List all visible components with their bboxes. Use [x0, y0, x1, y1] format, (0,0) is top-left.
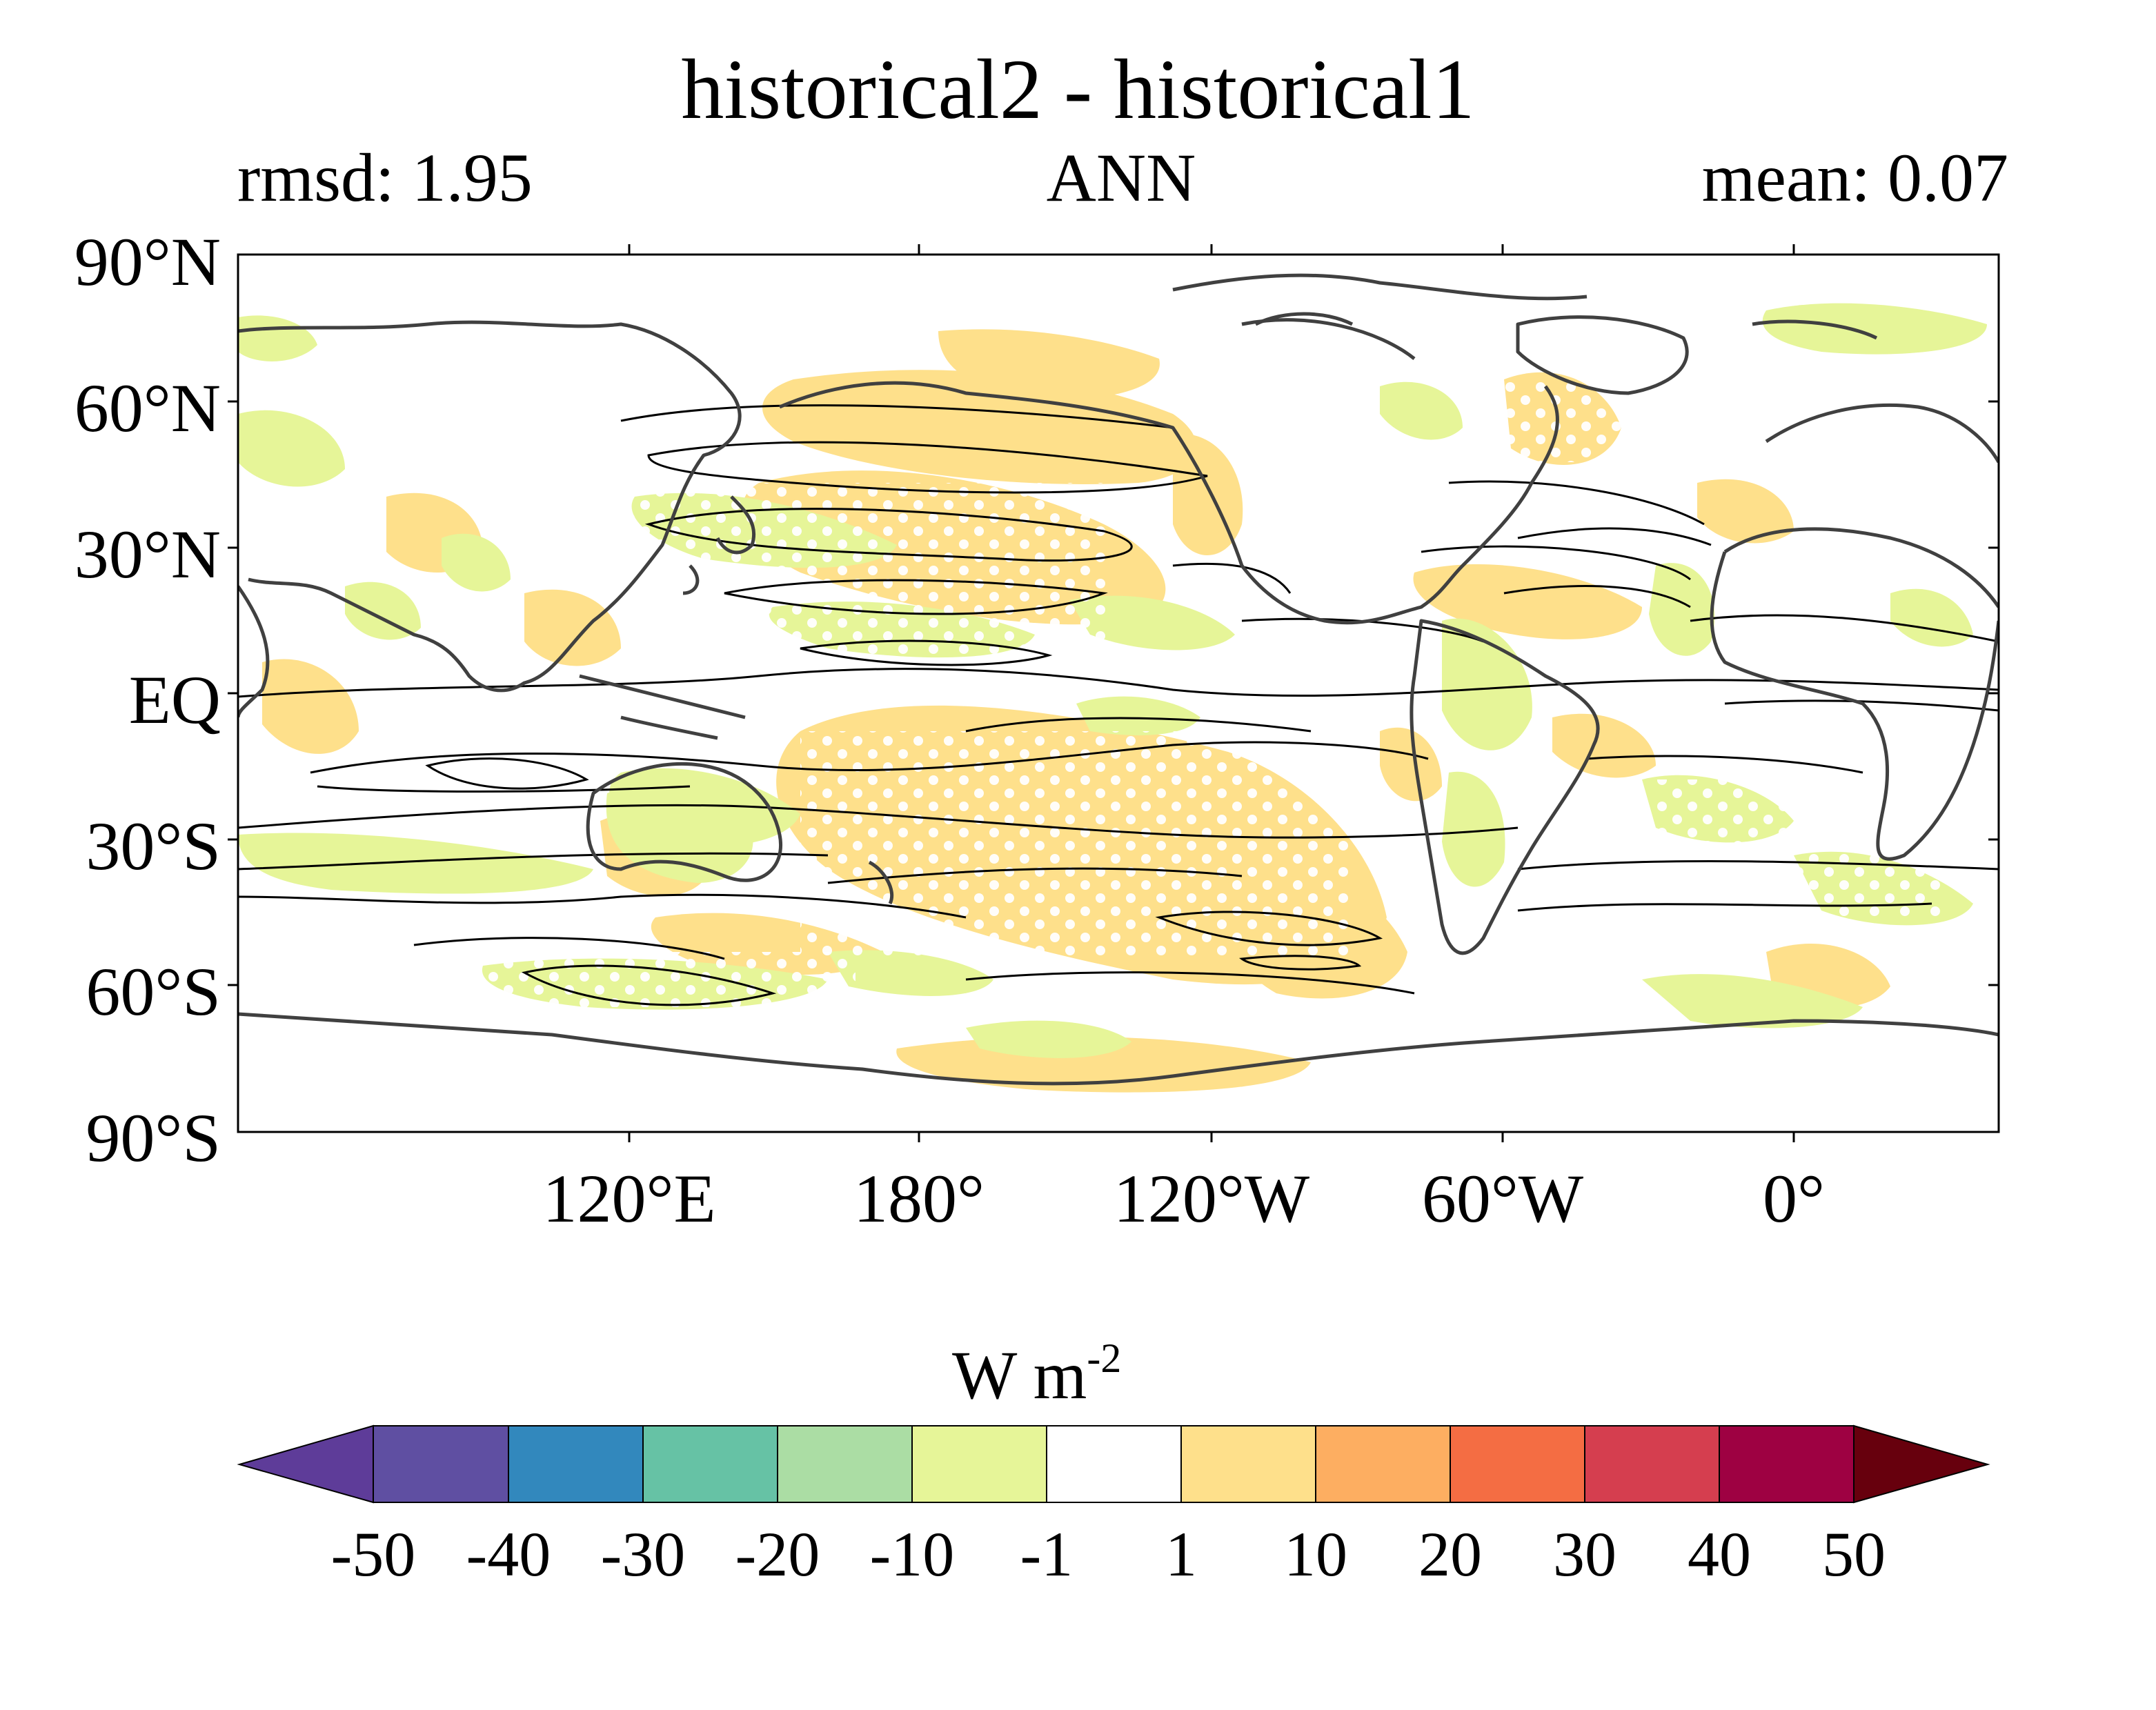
colorbar-tick: -1 — [1020, 1519, 1074, 1589]
units-main: W m — [952, 1337, 1087, 1413]
units-exponent: -2 — [1087, 1335, 1122, 1381]
colorbar-tick: 20 — [1418, 1519, 1482, 1589]
axis-ticks — [228, 244, 1999, 1142]
colorbar-tick: 10 — [1284, 1519, 1347, 1589]
lat-label-90n: 90°N — [74, 223, 221, 300]
lon-label-120w: 120°W — [1113, 1160, 1310, 1237]
colorbar-tick: -50 — [330, 1519, 416, 1589]
lat-label-60s: 60°S — [86, 953, 221, 1030]
stipple-southern-ocean — [483, 952, 856, 1007]
plot-title: historical2 - historical1 — [681, 42, 1475, 137]
lat-label-30s: 30°S — [86, 808, 221, 884]
colorbar-bin — [1719, 1425, 1855, 1503]
colorbar-extend-high — [1853, 1424, 1990, 1504]
rmsd-label: rmsd: 1.95 — [237, 139, 533, 216]
colorbar-bin — [508, 1425, 644, 1503]
colorbar-bin — [1450, 1425, 1585, 1503]
colorbar-bin — [1180, 1425, 1316, 1503]
colorbar-extend-low — [237, 1424, 374, 1504]
colorbar-tick: -30 — [600, 1519, 686, 1589]
colorbar-tick: 40 — [1688, 1519, 1751, 1589]
climatology-contours — [238, 404, 1999, 1006]
lat-label-60n: 60°N — [74, 370, 221, 446]
colorbar-tick: -10 — [869, 1519, 955, 1589]
lat-label-30n: 30°N — [74, 516, 221, 593]
colorbar-bin — [1315, 1425, 1451, 1503]
colorbar-bin — [642, 1425, 778, 1503]
colorbar-bin — [777, 1425, 913, 1503]
colorbar-bin — [1046, 1425, 1182, 1503]
lon-label-0: 0° — [1763, 1160, 1825, 1237]
stipple-pacific-north — [628, 483, 1111, 662]
stipple-pacific-south — [800, 731, 1352, 959]
map-field — [238, 273, 1999, 1093]
colorbar — [237, 1424, 1990, 1504]
colorbar-tick: -20 — [735, 1519, 820, 1589]
lon-label-60w: 60°W — [1421, 1160, 1584, 1237]
season-label: ANN — [1046, 139, 1196, 216]
colorbar-tick: 50 — [1822, 1519, 1886, 1589]
colorbar-units: W m-2 — [952, 1335, 1228, 1415]
colorbar-bin — [373, 1425, 509, 1503]
colorbar-tick: 30 — [1553, 1519, 1616, 1589]
colorbar-bin — [911, 1425, 1047, 1503]
stipple-atlantic-south — [1656, 779, 1946, 917]
coastlines — [238, 273, 1999, 1086]
lat-label-90s: 90°S — [86, 1100, 221, 1176]
lon-label-180: 180° — [853, 1160, 985, 1237]
colorbar-tick: -40 — [466, 1519, 551, 1589]
lon-label-120e: 120°E — [542, 1160, 716, 1237]
mean-label: mean: 0.07 — [1701, 139, 2008, 216]
colorbar-bin — [1584, 1425, 1720, 1503]
lat-label-eq: EQ — [128, 662, 221, 738]
colorbar-tick: 1 — [1165, 1519, 1197, 1589]
